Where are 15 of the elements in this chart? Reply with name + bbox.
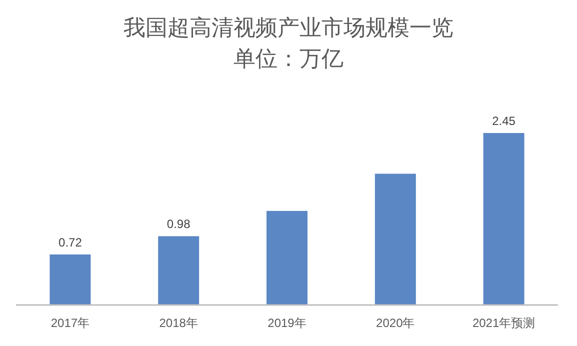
data-label: 0.98	[166, 217, 191, 232]
bar	[266, 210, 308, 305]
x-tick-label: 2021年预测	[472, 316, 536, 330]
bar	[158, 236, 200, 305]
bar	[374, 174, 416, 305]
bar	[50, 254, 91, 305]
chart-subtitle: 单位：万亿	[234, 46, 344, 71]
x-tick-label: 2017年	[50, 316, 90, 330]
bar	[483, 133, 524, 305]
x-tick-label: 2020年	[376, 316, 415, 330]
chart-title: 我国超高清视频产业市场规模一览	[124, 15, 454, 40]
data-label: 0.72	[58, 235, 82, 250]
data-label: 2.45	[492, 114, 516, 128]
x-tick-label: 2019年	[268, 316, 306, 330]
x-tick-label: 2018年	[159, 316, 198, 330]
